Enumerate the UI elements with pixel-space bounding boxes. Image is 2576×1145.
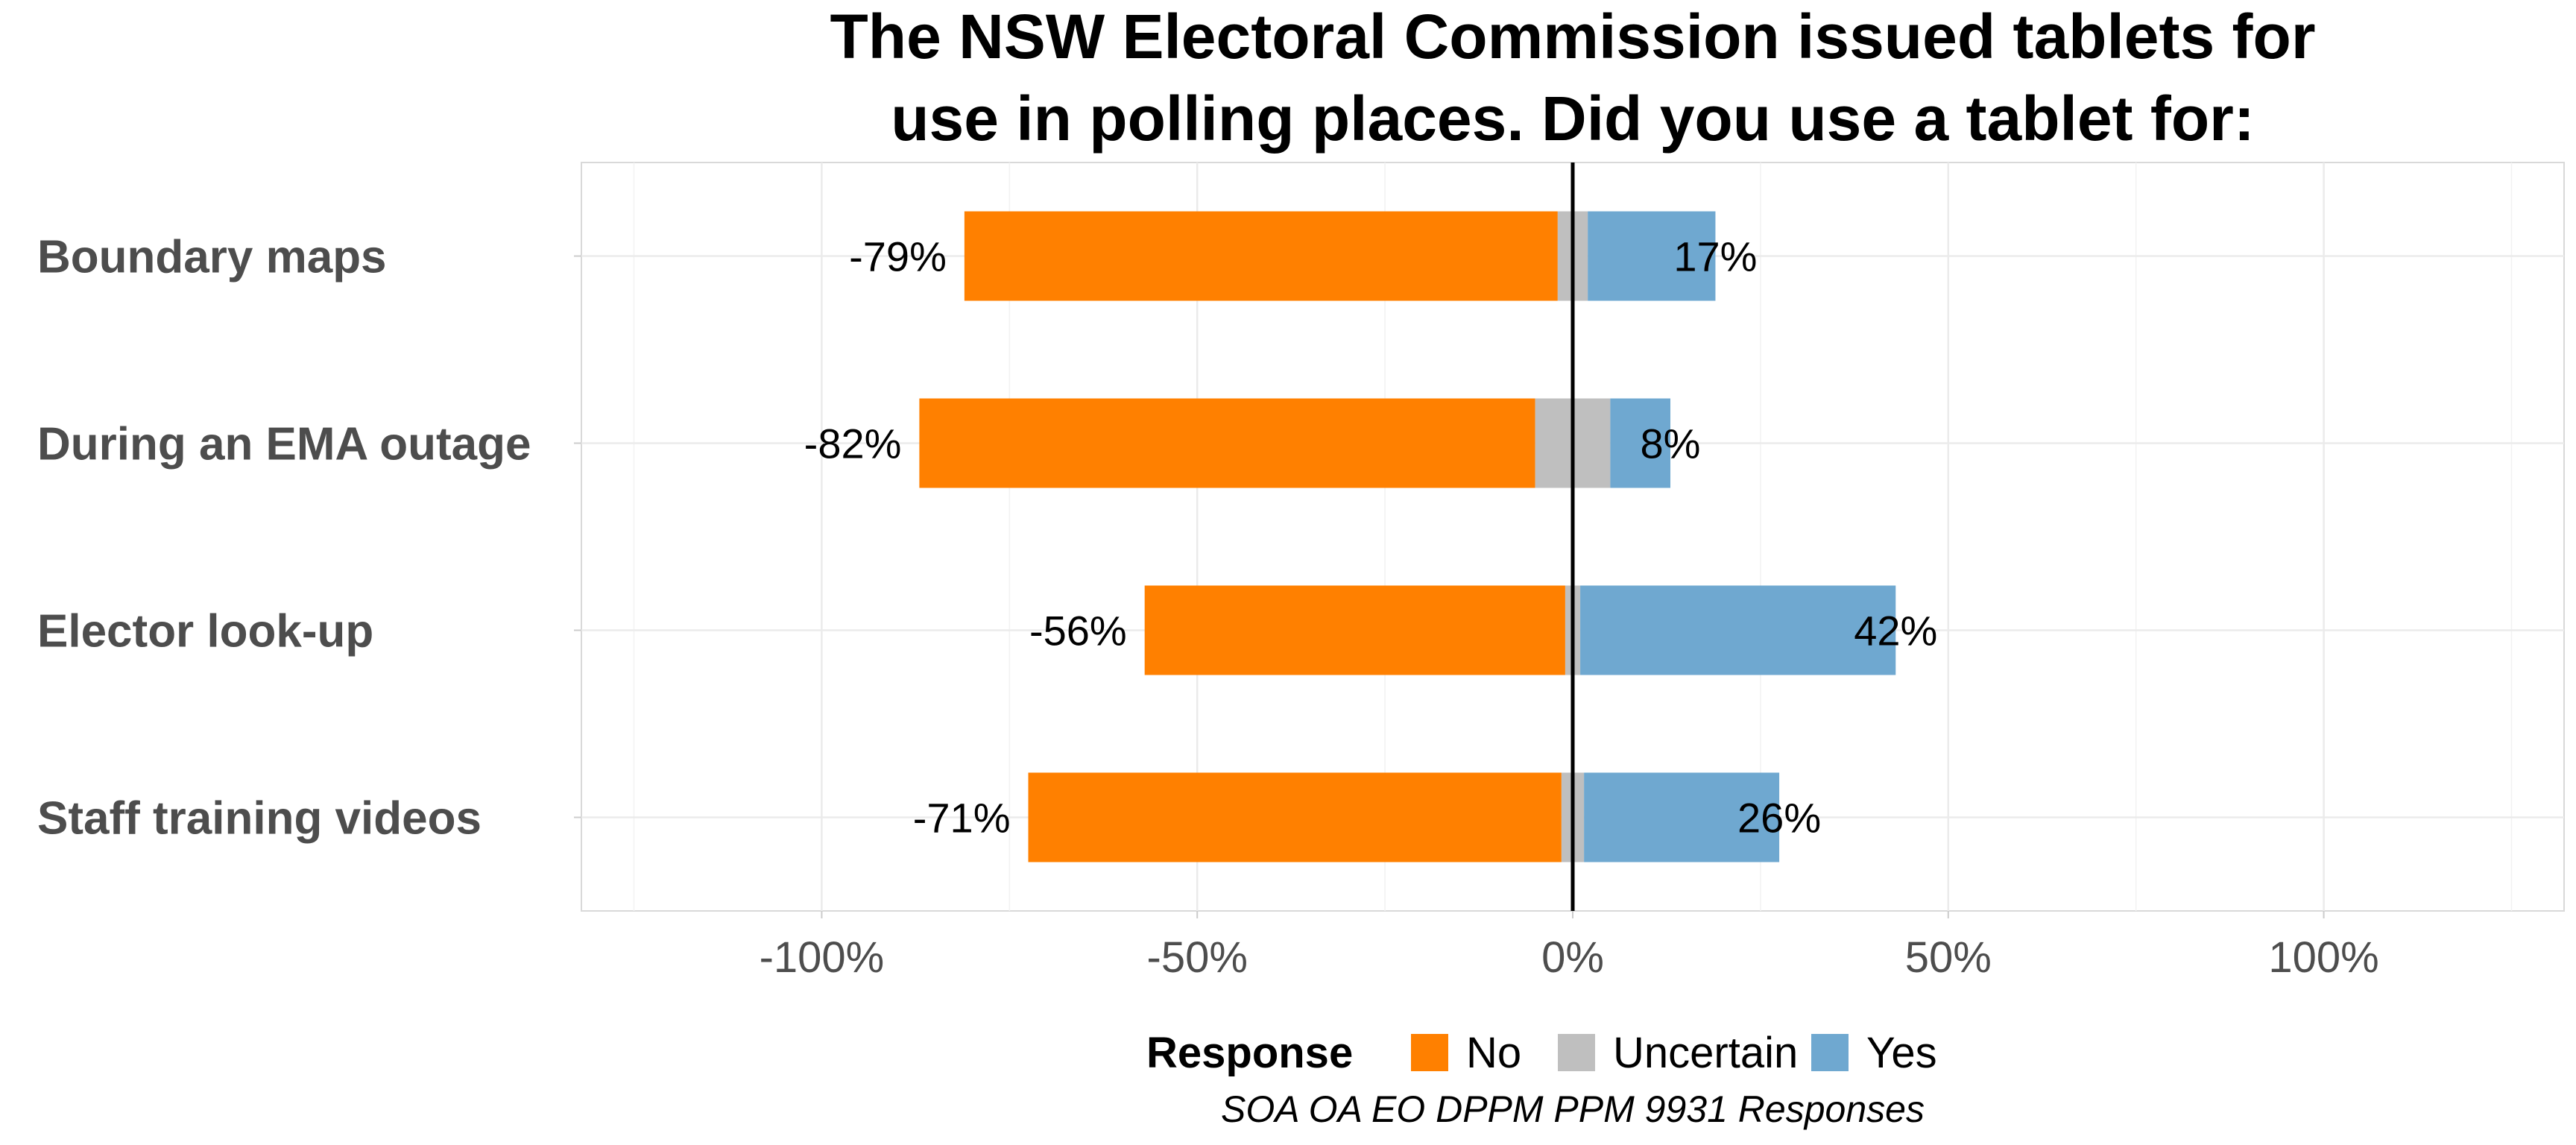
data-labels-group: -79% 17% -82% 8% -56% 42% -71% 26% <box>804 233 1938 842</box>
x-axis: -100% -50% 0% 50% 100% <box>760 911 2379 982</box>
legend-label-no: No <box>1466 1029 1521 1077</box>
legend-label-yes: Yes <box>1866 1029 1937 1077</box>
data-label-no-during-an-ema-outage: -82% <box>804 420 902 467</box>
bar-no-boundary-maps <box>964 211 1558 301</box>
data-label-yes-boundary-maps: 17% <box>1673 233 1757 280</box>
data-label-no-boundary-maps: -79% <box>849 233 947 280</box>
bar-yes-boundary-maps <box>1588 211 1716 301</box>
bar-yes-during-an-ema-outage <box>1610 398 1670 488</box>
x-tick-label: 50% <box>1905 933 1992 982</box>
chart-caption: SOA OA EO DPPM PPM 9931 Responses <box>1221 1088 1925 1130</box>
x-tick-label: -50% <box>1147 933 1248 982</box>
x-tick-label: 0% <box>1541 933 1604 982</box>
data-label-yes-staff-training-videos: 26% <box>1737 795 1821 842</box>
data-label-no-elector-look-up: -56% <box>1029 608 1127 654</box>
y-tick-label-staff-training-videos: Staff training videos <box>37 793 482 845</box>
x-tick-label: 100% <box>2268 933 2378 982</box>
x-tick-label: -100% <box>760 933 885 982</box>
bar-no-elector-look-up <box>1144 585 1565 675</box>
y-axis: Boundary maps During an EMA outage Elector… <box>37 232 581 845</box>
chart-title-line-1: The NSW Electoral Commission issued tabl… <box>830 1 2315 72</box>
legend-swatch-no <box>1411 1034 1448 1071</box>
data-label-yes-during-an-ema-outage: 8% <box>1641 420 1701 467</box>
legend: Response No Uncertain Yes <box>1146 1029 1937 1077</box>
y-tick-label-elector-look-up: Elector look-up <box>37 606 373 657</box>
legend-swatch-yes <box>1811 1034 1849 1071</box>
legend-swatch-uncertain <box>1558 1034 1595 1071</box>
legend-label-uncertain: Uncertain <box>1613 1029 1798 1077</box>
bar-yes-elector-look-up <box>1580 585 1896 675</box>
chart-title-line-2: use in polling places. Did you use a tab… <box>891 83 2255 154</box>
bar-no-during-an-ema-outage <box>919 398 1535 488</box>
legend-title: Response <box>1146 1029 1353 1077</box>
y-tick-label-boundary-maps: Boundary maps <box>37 232 387 283</box>
data-label-yes-elector-look-up: 42% <box>1854 608 1937 654</box>
bar-no-staff-training-videos <box>1028 772 1562 862</box>
y-tick-label-during-an-ema-outage: During an EMA outage <box>37 419 531 470</box>
bars-group <box>919 163 1896 911</box>
bar-yes-staff-training-videos <box>1584 772 1780 862</box>
data-label-no-staff-training-videos: -71% <box>913 795 1011 842</box>
